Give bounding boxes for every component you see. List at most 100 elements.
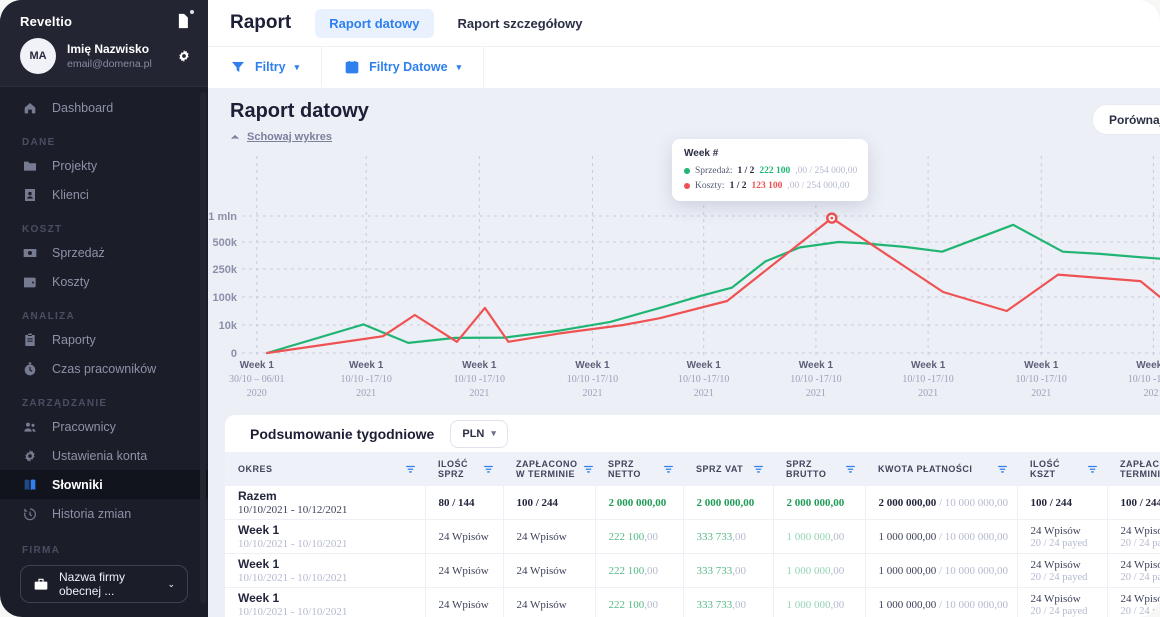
file-icon[interactable] [174, 12, 192, 30]
svg-text:0: 0 [231, 348, 237, 360]
tab-raport-szczegolowy[interactable]: Raport szczegółowy [444, 9, 597, 38]
value-cell: 1 000 000,00 [773, 554, 865, 588]
date-filters-dropdown[interactable]: Filtry Datowe ▾ [322, 47, 484, 87]
currency-value: PLN [462, 428, 484, 440]
top-bar: Raport Raport datowy Raport szczegółowy [208, 0, 1160, 47]
tooltip-row: Sprzedaż: 1 / 2 222 100,00 / 254 000,00 [684, 166, 856, 176]
column-header: ZAPŁACONO W TERMINIE [503, 452, 595, 486]
svg-text:1 mln: 1 mln [208, 211, 237, 223]
svg-text:2021: 2021 [806, 388, 826, 399]
column-filter-icon[interactable] [404, 463, 417, 476]
sidebar-scrollbar[interactable] [200, 92, 206, 604]
svg-text:Week 1: Week 1 [575, 360, 610, 371]
report-tabs: Raport datowy Raport szczegółowy [315, 9, 596, 38]
summary-table: OKRES ILOŚĆ SPRZ ZAPŁACONO W TERMINIE SPRZ … [225, 452, 1160, 617]
table-row[interactable]: Week 110/10/2021 - 10/10/202124 Wpisów24… [225, 554, 1160, 588]
avatar: MA [20, 38, 56, 74]
sidebar-item-projekty[interactable]: Projekty [0, 151, 208, 180]
svg-text:100k: 100k [213, 292, 238, 304]
sidebar-item-label: Klienci [52, 188, 89, 202]
briefcase-icon [33, 576, 49, 592]
value-cell: 24 Wpisów20 / 24 payed [1017, 520, 1107, 554]
app-window: Reveltio MA Imię Nazwisko email@domena.p… [0, 0, 1160, 617]
column-filter-icon[interactable] [482, 463, 495, 476]
sidebar: Reveltio MA Imię Nazwisko email@domena.p… [0, 0, 208, 617]
column-header-label: OKRES [238, 464, 273, 474]
sidebar-item-label: Historia zmian [52, 507, 131, 521]
value-cell: 1 000 000,00 [773, 588, 865, 617]
svg-text:10/10 -17/10: 10/10 -17/10 [678, 374, 729, 385]
history-icon [22, 506, 38, 522]
filters-dropdown[interactable]: Filtry ▾ [208, 47, 322, 87]
chart-section-title: Raport datowy [230, 100, 369, 123]
hide-chart-link[interactable]: Schowaj wykres [230, 131, 332, 143]
value-cell: 100 / 244 [503, 486, 595, 520]
column-header: ZAPŁACONO W TERMINIE [1107, 452, 1160, 486]
svg-text:Week 1: Week 1 [1024, 360, 1059, 371]
sidebar-section-label: FIRMA [20, 530, 188, 559]
company-select-button[interactable]: Nazwa firmy obecnej ... ⌄ [20, 565, 188, 603]
svg-text:10k: 10k [219, 320, 238, 332]
value-cell: 2 000 000,00 [683, 486, 773, 520]
column-filter-icon[interactable] [844, 463, 857, 476]
svg-text:Week 1: Week 1 [687, 360, 722, 371]
column-header: ILOŚĆ SPRZ [425, 452, 503, 486]
sidebar-item-label: Dashboard [52, 101, 113, 115]
sidebar-item-czas-pracownik-w[interactable]: Czas pracowników [0, 354, 208, 383]
tooltip-title: Week # [684, 148, 856, 159]
sidebar-item-klienci[interactable]: Klienci [0, 180, 208, 209]
sidebar-item-label: Czas pracowników [52, 362, 156, 376]
company-name: Nazwa firmy obecnej ... [59, 570, 157, 598]
sidebar-item-ustawienia-konta[interactable]: Ustawienia konta [0, 441, 208, 470]
column-header-label: SPRZ NETTO [608, 459, 658, 479]
gear-icon[interactable] [176, 48, 192, 64]
calendar-icon [344, 59, 360, 75]
funnel-icon [230, 59, 246, 75]
column-header: SPRZ VAT [683, 452, 773, 486]
tab-raport-datowy[interactable]: Raport datowy [315, 9, 433, 38]
hide-chart-label: Schowaj wykres [247, 131, 332, 143]
chevron-down-icon: ▾ [295, 63, 300, 72]
people-icon [22, 419, 38, 435]
column-header-label: ILOŚĆ KSZT [1030, 459, 1082, 479]
column-filter-icon[interactable] [752, 463, 765, 476]
column-header: OKRES [225, 452, 425, 486]
table-row[interactable]: Week 110/10/2021 - 10/10/202124 Wpisów24… [225, 520, 1160, 554]
chevron-down-icon: ▾ [491, 429, 496, 438]
chevron-up-icon [230, 132, 240, 142]
table-row[interactable]: Razem10/10/2021 - 10/12/202180 / 144100 … [225, 486, 1160, 520]
filter-bar: Filtry ▾ Filtry Datowe ▾ [208, 47, 1160, 87]
sidebar-item-sprzeda-[interactable]: Sprzedaż [0, 238, 208, 267]
currency-select[interactable]: PLN ▾ [450, 420, 508, 448]
sidebar-item-s-owniki[interactable]: Słowniki [0, 470, 208, 499]
svg-text:Week 1: Week 1 [1136, 360, 1160, 371]
column-filter-icon[interactable] [662, 463, 675, 476]
column-header-label: ZAPŁACONO W TERMINIE [516, 459, 578, 479]
column-filter-icon[interactable] [996, 463, 1009, 476]
sidebar-item-historia-zmian[interactable]: Historia zmian [0, 499, 208, 528]
sidebar-nav: DashboardDANEProjektyKlienciKOSZTSprzeda… [0, 87, 208, 528]
home-icon [22, 100, 38, 116]
value-cell: 100 / 244 [1107, 486, 1160, 520]
value-cell: 222 100,00 [595, 520, 683, 554]
column-header-label: KWOTA PŁATNOŚCI [878, 464, 972, 474]
chart-section: Raport datowy Schowaj wykres Porównaj kw… [208, 88, 1160, 617]
column-filter-icon[interactable] [582, 463, 595, 476]
compare-amounts-button[interactable]: Porównaj kwoty [1092, 104, 1160, 135]
column-filter-icon[interactable] [1086, 463, 1099, 476]
value-cell: 1 000 000,00 / 10 000 000,00 [865, 520, 1017, 554]
wallet-icon [22, 274, 38, 290]
sidebar-item-pracownicy[interactable]: Pracownicy [0, 412, 208, 441]
sidebar-item-raporty[interactable]: Raporty [0, 325, 208, 354]
sidebar-item-label: Ustawienia konta [52, 449, 147, 463]
main-area: Raport Raport datowy Raport szczegółowy … [208, 0, 1160, 617]
sidebar-item-koszty[interactable]: Koszty [0, 267, 208, 296]
value-cell: 24 Wpisów [425, 554, 503, 588]
filters-label: Filtry [255, 60, 286, 74]
svg-text:10/10 -17/10: 10/10 -17/10 [340, 374, 391, 385]
value-cell: 222 100,00 [595, 588, 683, 617]
svg-text:2020: 2020 [247, 388, 267, 399]
sidebar-item-dashboard[interactable]: Dashboard [0, 93, 208, 122]
column-header: SPRZ NETTO [595, 452, 683, 486]
table-row[interactable]: Week 110/10/2021 - 10/10/202124 Wpisów24… [225, 588, 1160, 617]
